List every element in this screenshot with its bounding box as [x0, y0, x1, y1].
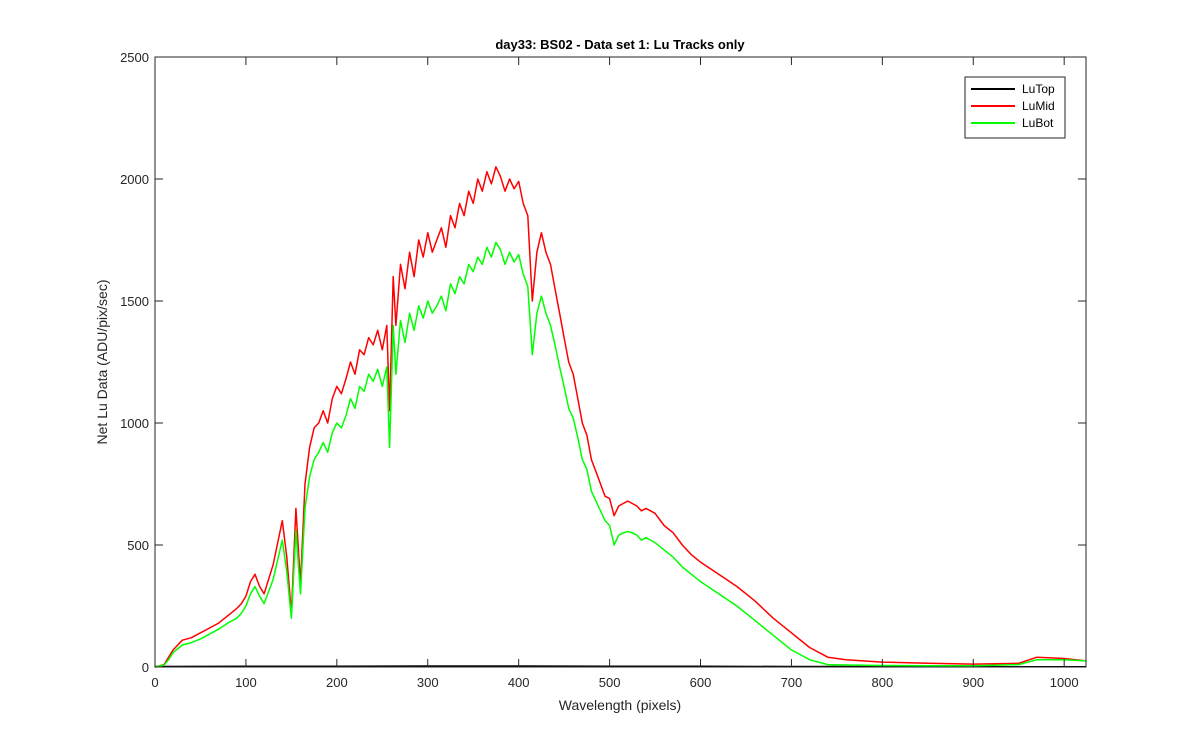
- legend-label-lubot: LuBot: [1022, 116, 1054, 130]
- x-tick-label: 100: [235, 675, 257, 690]
- y-tick-label: 0: [142, 660, 149, 675]
- x-tick-label: 400: [508, 675, 530, 690]
- x-tick-label: 300: [417, 675, 439, 690]
- legend-label-lumid: LuMid: [1022, 99, 1055, 113]
- y-tick-label: 2000: [120, 172, 149, 187]
- y-tick-label: 1000: [120, 416, 149, 431]
- legend-box: [964, 76, 1066, 139]
- y-tick-label: 2500: [120, 50, 149, 65]
- plot-frame: [154, 56, 1087, 668]
- x-tick-label: 600: [690, 675, 712, 690]
- legend-label-lutop: LuTop: [1022, 82, 1055, 96]
- x-tick-label: 1000: [1050, 675, 1079, 690]
- x-tick-label: 200: [326, 675, 348, 690]
- x-tick-label: 700: [781, 675, 803, 690]
- legend: LuTop LuMid LuBot: [964, 76, 1066, 139]
- y-axis-label: Net Lu Data (ADU/pix/sec): [94, 280, 110, 445]
- x-axis-label: Wavelength (pixels): [559, 697, 681, 713]
- y-tick-label: 500: [127, 538, 149, 553]
- plot-area: [155, 57, 1086, 667]
- series-line-lubot: [154, 241, 1087, 668]
- y-tick-label: 1500: [120, 294, 149, 309]
- x-tick-label: 800: [871, 675, 893, 690]
- x-tick-label: 900: [962, 675, 984, 690]
- chart-title: day33: BS02 - Data set 1: Lu Tracks only: [495, 37, 745, 52]
- ticks-layer: 0 100 200 300 400 500 600 700 800 900 1000 0 500 1000…: [120, 50, 1086, 690]
- x-tick-label: 0: [151, 675, 158, 690]
- x-tick-label: 500: [599, 675, 621, 690]
